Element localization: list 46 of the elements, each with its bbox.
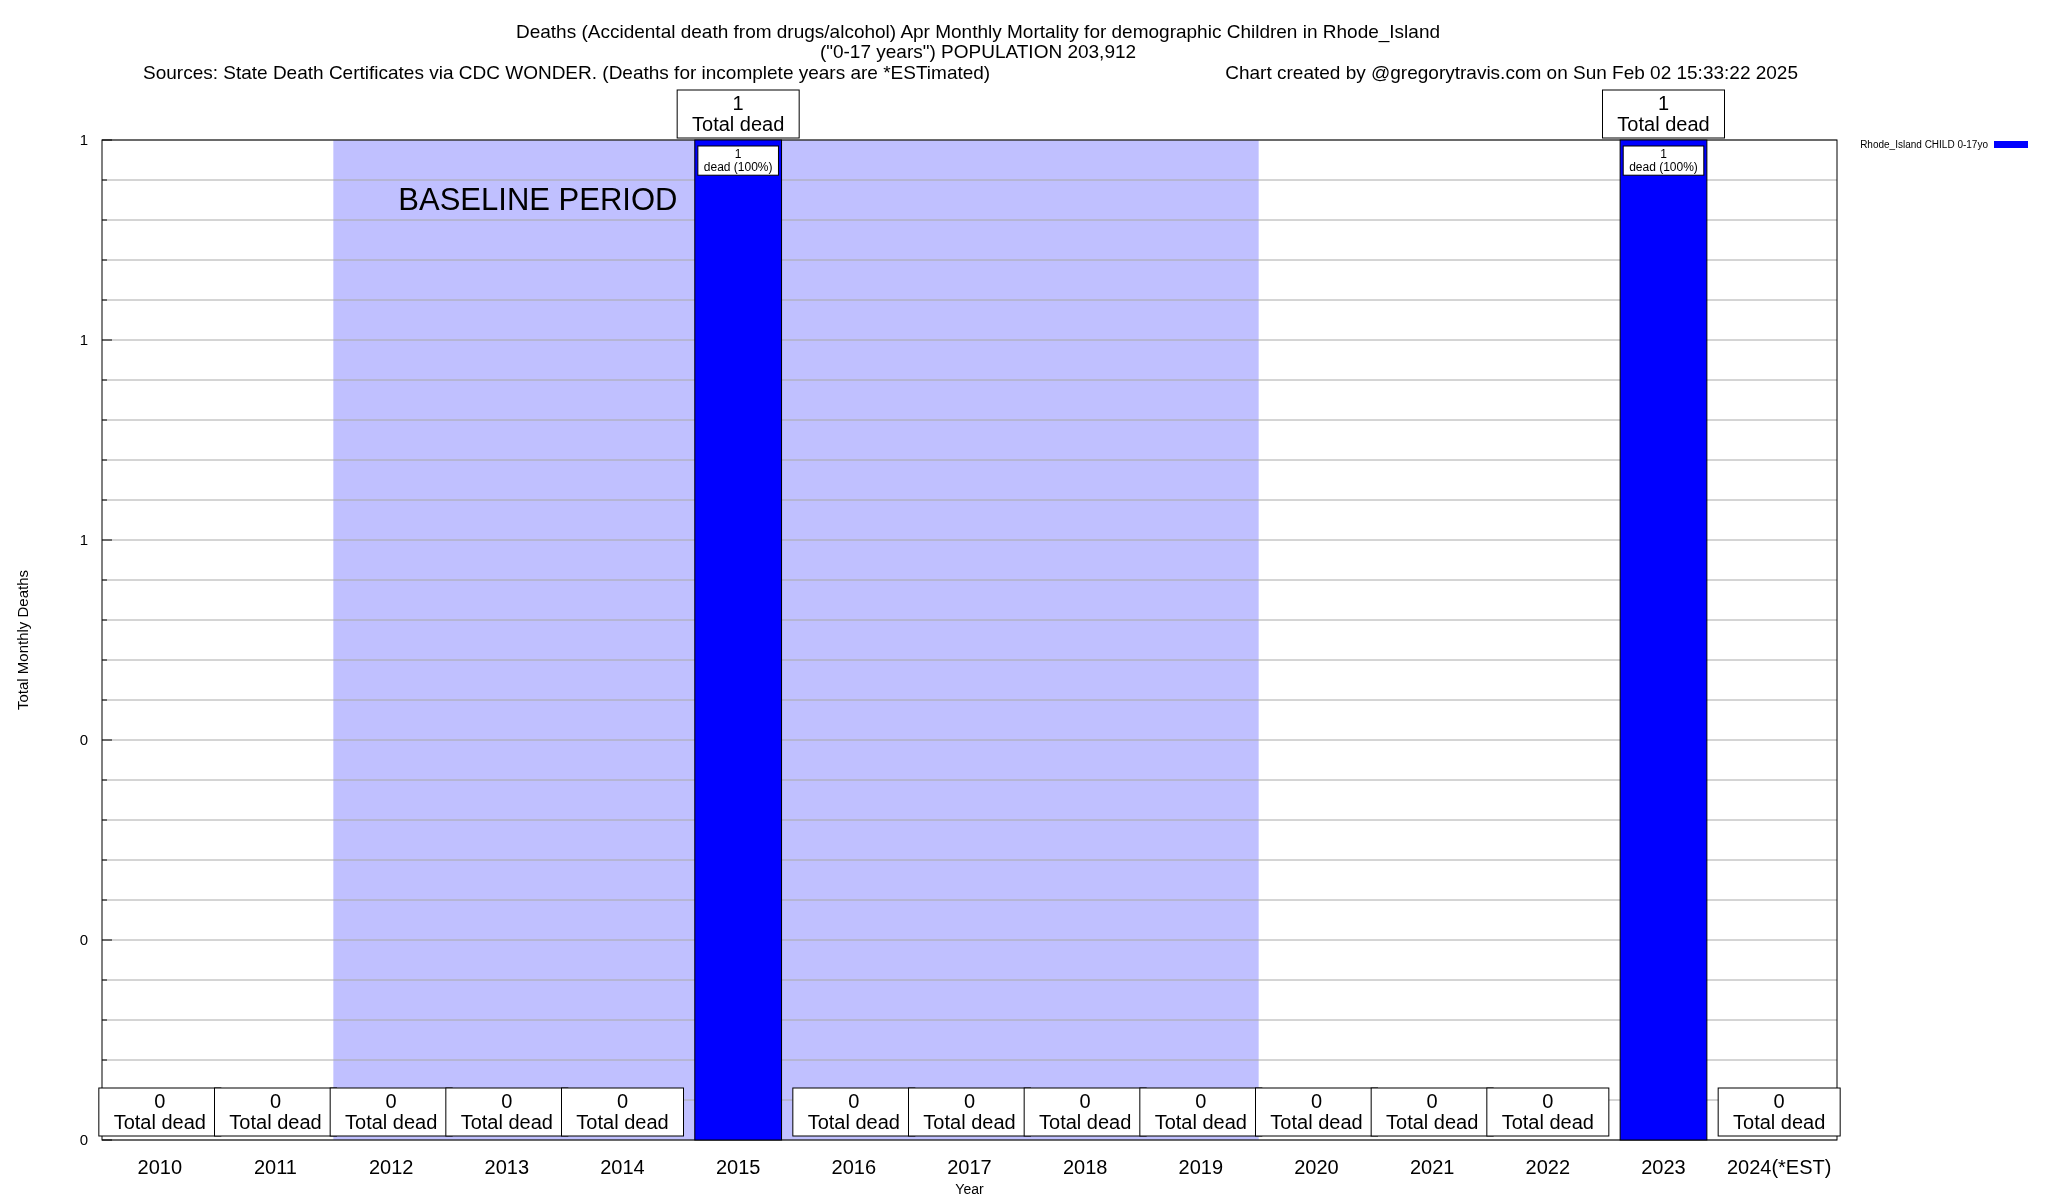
x-tick-label: 2016	[831, 1156, 877, 1178]
data-label: 0 Total dead	[1154, 1090, 1247, 1133]
data-label: 0 Total dead	[1386, 1090, 1479, 1133]
data-label: 0 Total dead	[923, 1090, 1016, 1133]
data-label: 0 Total dead	[1039, 1090, 1132, 1133]
y-axis-title: Total Monthly Deaths	[14, 569, 31, 711]
data-label: 0 Total dead	[345, 1090, 438, 1133]
data-label: 0 Total dead	[1501, 1090, 1594, 1133]
y-tick-label: 0	[79, 931, 88, 948]
x-tick-label: 2015	[715, 1156, 761, 1178]
y-tick-label: 0	[79, 1131, 88, 1148]
y-tick-label: 0	[79, 731, 88, 748]
x-tick-label: 2010	[137, 1156, 183, 1178]
x-tick-label: 2017	[947, 1156, 992, 1178]
band-label: BASELINE PERIOD	[398, 182, 678, 217]
data-label: 0 Total dead	[576, 1090, 669, 1133]
x-tick-label: 2011	[253, 1156, 298, 1178]
source-note: Sources: State Death Certificates via CDC WONDER. (Deaths for incomplete years are *ESTimated)	[143, 62, 991, 83]
data-label: 0 Total dead	[807, 1090, 900, 1133]
x-tick-label: 2019	[1178, 1156, 1224, 1178]
data-label: 0 Total dead	[1270, 1090, 1363, 1133]
x-axis-title: Year	[955, 1181, 984, 1197]
x-tick-label: 2022	[1525, 1156, 1571, 1178]
y-tick-label: 1	[79, 331, 88, 348]
data-label: 1 Total dead	[1617, 92, 1710, 135]
text: Chart created by @gregorytravis.com on Sun Feb 02 15:33:22 2025	[1225, 62, 1798, 83]
data-label: 0 Total dead	[113, 1090, 206, 1133]
data-label: 1 Total dead	[692, 92, 785, 135]
annotation: 1 dead (100%)	[703, 147, 773, 174]
x-tick-label: 2023	[1641, 1156, 1686, 1178]
x-tick-label: 2024(*EST)	[1726, 1156, 1832, 1178]
data-label: 0 Total dead	[460, 1090, 553, 1133]
y-tick-label: 1	[79, 131, 88, 148]
x-tick-label: 2014	[600, 1156, 645, 1178]
x-tick-label: 2012	[368, 1156, 414, 1178]
data-label: 0 Total dead	[229, 1090, 322, 1133]
chart-subtitle: ("0-17 years") POPULATION 203,912	[819, 41, 1137, 62]
x-tick-label: 2013	[484, 1156, 530, 1178]
legend-label: Rhode_Island CHILD 0-17yo	[1860, 139, 1989, 150]
chart-title: Deaths (Accidental death from drugs/alcohol) Apr Monthly Mortality for demographic Children in Rhode_Island	[515, 21, 1441, 43]
data-label: 0 Total dead	[1733, 1090, 1826, 1133]
annotation: 1 dead (100%)	[1629, 147, 1698, 174]
y-tick-label: 1	[79, 531, 88, 548]
x-tick-label: 2020	[1294, 1156, 1339, 1178]
x-tick-label: 2018	[1062, 1156, 1108, 1178]
x-tick-label: 2021	[1409, 1156, 1455, 1178]
